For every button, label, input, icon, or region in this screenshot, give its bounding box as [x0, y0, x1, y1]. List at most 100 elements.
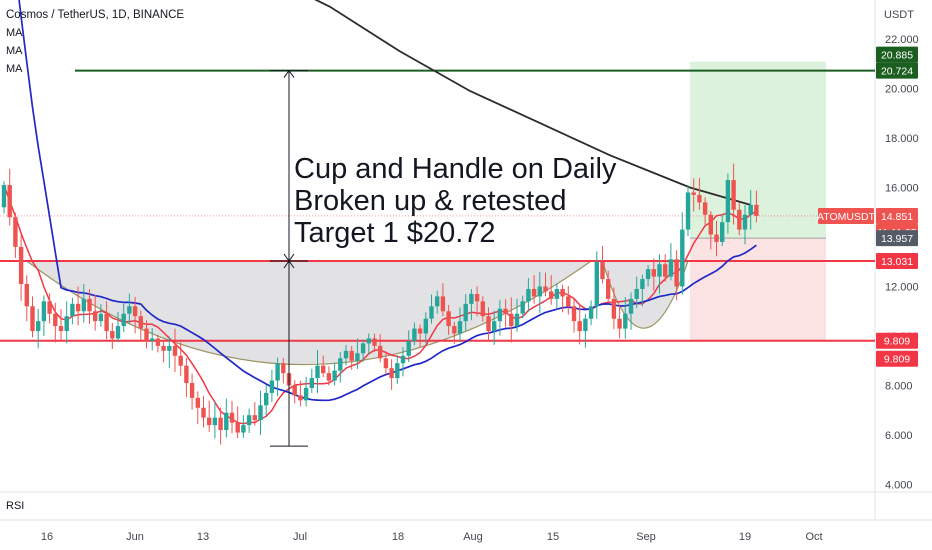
candle[interactable]	[406, 330, 411, 363]
candle[interactable]	[378, 334, 383, 363]
candle[interactable]	[702, 197, 708, 225]
candle[interactable]	[132, 296, 138, 334]
candle[interactable]	[252, 402, 257, 426]
candle[interactable]	[41, 295, 47, 336]
candle[interactable]	[81, 284, 86, 323]
candle[interactable]	[748, 190, 753, 230]
price-badge-last[interactable]: 14.851 ATOMUSDT	[817, 207, 918, 224]
candle[interactable]	[207, 400, 212, 432]
candle[interactable]	[47, 293, 52, 324]
candle[interactable]	[549, 275, 554, 305]
candle[interactable]	[577, 304, 582, 345]
candle[interactable]	[474, 286, 480, 317]
candle[interactable]	[423, 312, 428, 344]
candle[interactable]	[720, 214, 725, 246]
candle[interactable]	[628, 292, 634, 330]
candle[interactable]	[75, 286, 81, 326]
candle[interactable]	[195, 391, 200, 425]
candle[interactable]	[64, 301, 69, 344]
candle[interactable]	[531, 275, 537, 304]
rsi-pane-label[interactable]: RSI	[6, 500, 25, 512]
candle[interactable]	[469, 288, 474, 321]
candle[interactable]	[235, 406, 240, 439]
candle[interactable]	[349, 346, 354, 370]
candle[interactable]	[241, 415, 246, 438]
candle[interactable]	[680, 212, 685, 295]
candle[interactable]	[400, 347, 406, 377]
candle[interactable]	[58, 309, 64, 341]
candle[interactable]	[543, 272, 548, 297]
candle[interactable]	[674, 250, 679, 301]
candle[interactable]	[184, 358, 189, 398]
candle[interactable]	[201, 396, 206, 428]
candle[interactable]	[172, 328, 178, 373]
candle[interactable]	[110, 322, 115, 349]
candle[interactable]	[138, 310, 143, 343]
candle[interactable]	[754, 190, 759, 223]
candle[interactable]	[275, 357, 280, 397]
candle[interactable]	[634, 276, 639, 309]
price-badge-entry[interactable]: 13.957	[876, 230, 918, 247]
candle[interactable]	[281, 357, 286, 384]
candle[interactable]	[663, 254, 668, 282]
candle[interactable]	[560, 284, 565, 313]
candle[interactable]	[269, 369, 275, 403]
candle[interactable]	[571, 298, 577, 333]
ma-legend-3[interactable]: MA	[6, 63, 23, 75]
candle[interactable]	[98, 304, 104, 327]
candle[interactable]	[457, 307, 463, 343]
candle[interactable]	[360, 339, 366, 363]
candle[interactable]	[338, 352, 343, 383]
ma-legend-1[interactable]: MA	[6, 27, 23, 39]
candle[interactable]	[435, 290, 440, 314]
candle[interactable]	[53, 302, 58, 343]
candle[interactable]	[121, 302, 126, 333]
candle[interactable]	[13, 212, 18, 258]
candle[interactable]	[497, 300, 503, 336]
candle[interactable]	[640, 274, 645, 307]
candle[interactable]	[509, 297, 514, 343]
candle[interactable]	[446, 305, 451, 335]
candle[interactable]	[742, 205, 748, 245]
candle[interactable]	[144, 320, 149, 349]
candle[interactable]	[606, 270, 611, 304]
price-badge-support[interactable]: 9.809	[876, 350, 918, 367]
candle[interactable]	[583, 313, 588, 348]
ma-slow-line[interactable]	[270, 0, 751, 206]
candle[interactable]	[480, 296, 485, 322]
candle[interactable]	[167, 336, 172, 368]
candle[interactable]	[178, 342, 183, 376]
candle[interactable]	[36, 308, 41, 349]
stop-zone[interactable]	[690, 238, 826, 341]
candle[interactable]	[258, 390, 263, 435]
candle[interactable]	[389, 359, 394, 390]
candle[interactable]	[668, 243, 674, 281]
candle[interactable]	[588, 300, 594, 326]
candle[interactable]	[321, 355, 326, 378]
candle[interactable]	[537, 272, 542, 313]
candle[interactable]	[645, 265, 651, 287]
candle[interactable]	[150, 328, 155, 351]
candle[interactable]	[526, 278, 531, 312]
candle[interactable]	[520, 295, 525, 319]
candle[interactable]	[708, 210, 713, 250]
candle[interactable]	[737, 202, 742, 236]
candle[interactable]	[383, 351, 389, 375]
price-badge-support[interactable]: 9.809	[876, 332, 918, 349]
candle[interactable]	[725, 173, 731, 234]
candle[interactable]	[617, 305, 622, 339]
candle[interactable]	[127, 293, 132, 324]
candle[interactable]	[309, 368, 314, 393]
candle[interactable]	[70, 297, 75, 325]
candle[interactable]	[440, 283, 446, 317]
candle[interactable]	[298, 380, 303, 407]
ma-legend-2[interactable]: MA	[6, 45, 23, 57]
candle[interactable]	[326, 366, 332, 386]
candle[interactable]	[343, 344, 349, 366]
candle[interactable]	[1, 181, 7, 214]
candle[interactable]	[697, 177, 702, 210]
candle[interactable]	[685, 185, 691, 237]
candle[interactable]	[611, 287, 617, 330]
candle[interactable]	[315, 350, 320, 393]
candle[interactable]	[264, 385, 269, 417]
